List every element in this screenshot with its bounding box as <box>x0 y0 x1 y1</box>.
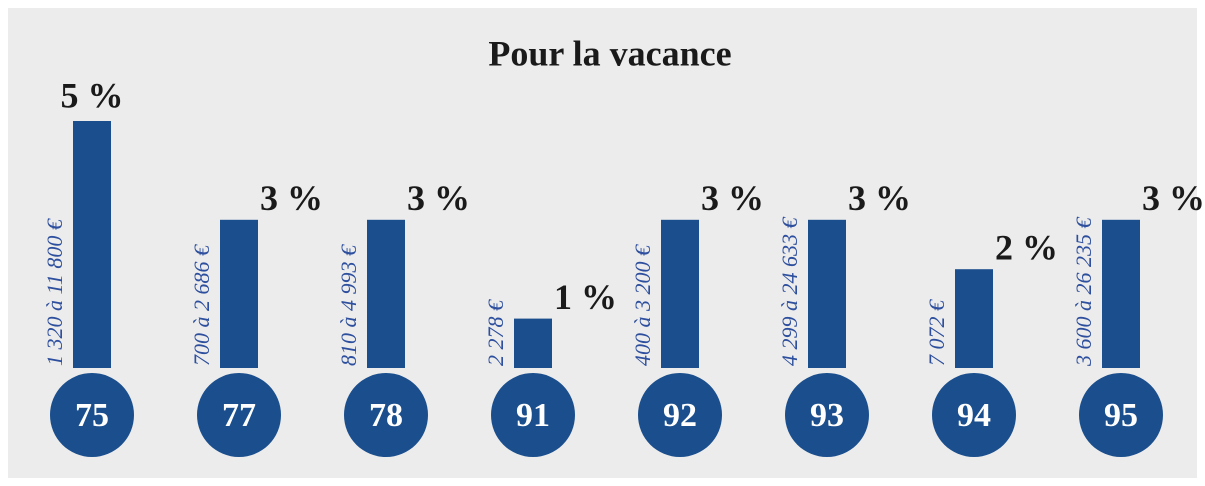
category-badge <box>932 373 1016 457</box>
x-tick-label: 91 <box>516 397 550 434</box>
x-tick-label: 75 <box>75 397 109 434</box>
x-tick-label: 78 <box>369 397 403 434</box>
range-annotation: 400 à 3 200 € <box>630 244 655 366</box>
bar <box>367 219 405 368</box>
value-label: 5 % <box>61 75 124 115</box>
x-tick-label: 95 <box>1104 397 1138 434</box>
range-annotation: 1 320 à 11 800 € <box>42 218 67 366</box>
category-badge <box>491 373 575 457</box>
bar <box>73 121 111 368</box>
value-label: 3 % <box>1142 178 1205 218</box>
category-badge <box>50 373 134 457</box>
range-annotation: 810 à 4 993 € <box>336 244 361 366</box>
value-label: 3 % <box>407 178 470 218</box>
bar <box>955 269 993 368</box>
range-annotation: 7 072 € <box>924 299 949 366</box>
value-label: 1 % <box>554 277 617 317</box>
bar <box>661 219 699 368</box>
x-tick-label: 94 <box>957 397 991 434</box>
range-annotation: 4 299 à 24 633 € <box>777 217 802 367</box>
x-tick-label: 92 <box>663 397 697 434</box>
value-label: 3 % <box>701 178 764 218</box>
bar <box>808 219 846 368</box>
category-badge <box>638 373 722 457</box>
value-label: 3 % <box>848 178 911 218</box>
value-label: 3 % <box>260 178 323 218</box>
x-tick-label: 77 <box>222 397 256 434</box>
bar <box>1102 219 1140 368</box>
value-label: 2 % <box>995 227 1058 267</box>
bar <box>220 219 258 368</box>
range-annotation: 2 278 € <box>483 299 508 366</box>
range-annotation: 700 à 2 686 € <box>189 244 214 366</box>
range-annotation: 3 600 à 26 235 € <box>1071 217 1096 368</box>
bar <box>514 318 552 368</box>
x-tick-label: 93 <box>810 397 844 434</box>
chart-title: Pour la vacance <box>488 33 731 73</box>
category-badge <box>197 373 281 457</box>
category-badge <box>344 373 428 457</box>
category-badge <box>785 373 869 457</box>
category-badge <box>1079 373 1163 457</box>
